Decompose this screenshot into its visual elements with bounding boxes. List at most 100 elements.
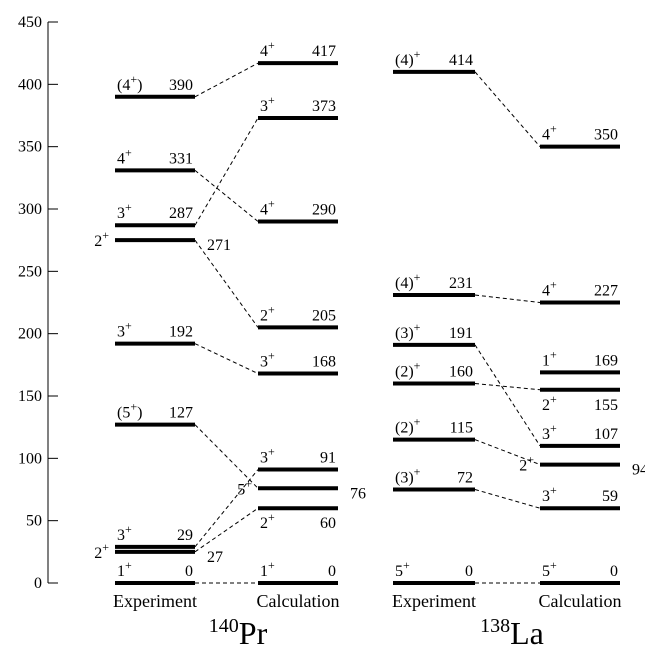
energy-value-label: 414: [449, 52, 473, 69]
y-tick-label: 0: [34, 575, 42, 592]
correspondence-dashed-line: [474, 489, 541, 509]
correspondence-dashed-line: [194, 343, 259, 375]
correspondence-dashed-line: [194, 469, 259, 548]
spin-parity-label: 3+: [260, 445, 275, 467]
calculation-column-label: Calculation: [257, 591, 340, 611]
energy-value-label: 191: [449, 325, 473, 342]
energy-value-label: 168: [312, 354, 336, 371]
spin-parity-label: (2)+: [395, 359, 421, 381]
energy-value-label: 331: [169, 150, 193, 167]
y-tick-label: 400: [18, 76, 42, 93]
energy-value-label: 350: [594, 127, 618, 144]
energy-value-label: 287: [169, 205, 193, 222]
energy-value-label: 72: [457, 470, 473, 487]
nucleus-title: 140Pr: [209, 615, 268, 651]
spin-parity-label: (5+): [117, 400, 142, 422]
y-tick-label: 50: [26, 513, 42, 530]
energy-value-label: 373: [312, 98, 336, 115]
energy-value-label: 0: [465, 563, 473, 580]
spin-parity-label: 2+: [94, 540, 109, 562]
spin-parity-label: 4+: [542, 278, 557, 300]
energy-value-label: 0: [610, 563, 618, 580]
energy-value-label: 160: [449, 364, 473, 381]
energy-axis: 0 50 100 150 200 250 300 350 400 450: [18, 14, 58, 592]
spin-parity-label: 3+: [260, 93, 275, 115]
spin-parity-label: (2)+: [395, 415, 421, 437]
correspondence-dashed-line: [194, 169, 259, 222]
y-tick-label: 450: [18, 14, 42, 31]
energy-value-label: 76: [350, 485, 366, 502]
experiment-column-label: Experiment: [113, 591, 197, 611]
spin-parity-label: 4+: [542, 122, 557, 144]
y-tick-label: 350: [18, 139, 42, 156]
spin-parity-label: 5+: [542, 558, 557, 580]
energy-value-label: 155: [594, 397, 618, 414]
spin-parity-label: (4)+: [395, 270, 421, 292]
correspondence-dashed-line: [194, 239, 259, 328]
spin-parity-label: 3+: [542, 421, 557, 443]
energy-value-label: 27: [207, 549, 223, 566]
spin-parity-label: 3+: [260, 349, 275, 371]
experiment-column-label: Experiment: [392, 591, 476, 611]
energy-value-label: 60: [320, 515, 336, 532]
energy-value-label: 205: [312, 307, 336, 324]
y-tick-label: 100: [18, 450, 42, 467]
spin-parity-label: 4+: [117, 145, 132, 167]
spin-parity-label: 1+: [260, 558, 275, 580]
nucleus-title: 138La: [480, 615, 544, 651]
energy-value-label: 94: [632, 462, 645, 479]
spin-parity-label: 4+: [260, 38, 275, 60]
spin-parity-label: 2+: [260, 302, 275, 324]
energy-value-label: 227: [594, 283, 618, 300]
energy-value-label: 0: [185, 563, 193, 580]
energy-value-label: 290: [312, 201, 336, 218]
spin-parity-label: 3+: [117, 200, 132, 222]
energy-value-label: 107: [594, 426, 618, 443]
y-tick-label: 250: [18, 263, 42, 280]
energy-value-label: 231: [449, 275, 473, 292]
energy-value-label: 115: [450, 420, 473, 437]
y-tick-label: 150: [18, 388, 42, 405]
energy-value-label: 417: [312, 43, 336, 60]
energy-value-label: 29: [177, 527, 193, 544]
spin-parity-label: 3+: [117, 522, 132, 544]
spin-parity-label: 1+: [542, 347, 557, 369]
energy-value-label: 169: [594, 352, 618, 369]
spin-parity-label: 1+: [117, 558, 132, 580]
spin-parity-label: 5+: [395, 558, 410, 580]
spin-parity-label: 4+: [260, 196, 275, 218]
energy-value-label: 271: [207, 237, 231, 254]
correspondence-dashed-line: [194, 62, 259, 98]
energy-value-label: 390: [169, 77, 193, 94]
energy-value-label: 127: [169, 405, 193, 422]
spin-parity-label: 3+: [542, 483, 557, 505]
energy-value-label: 192: [169, 324, 193, 341]
y-tick-label: 200: [18, 326, 42, 343]
spin-parity-label: 3+: [117, 319, 132, 341]
spin-parity-label: (3)+: [395, 320, 421, 342]
spin-parity-label: 2+: [519, 453, 534, 475]
energy-value-label: 0: [328, 563, 336, 580]
spin-parity-label: (3)+: [395, 465, 421, 487]
correspondence-dashed-line: [474, 344, 541, 447]
spin-parity-label: (4)+: [395, 47, 421, 69]
spin-parity-label: 2+: [94, 228, 109, 250]
energy-value-label: 59: [602, 488, 618, 505]
correspondence-dashed-line: [194, 507, 259, 553]
correspondence-dashed-line: [474, 294, 541, 303]
column-labels: 1+ 0 2+ 27 3+ 29 (5+) 127 3+ 192 2+ 271 3+ 287 4+ 331 (4…: [94, 38, 645, 651]
energy-value-label: 91: [320, 450, 336, 467]
correspondence-dashed-line: [474, 71, 541, 147]
correspondence-dashed-line: [474, 383, 541, 391]
correspondence-dashed-line: [474, 439, 541, 466]
spin-parity-label: (4+): [117, 72, 142, 94]
level-correspondence-lines: [194, 62, 541, 584]
correspondence-dashed-line: [194, 424, 259, 489]
energy-levels: [115, 61, 620, 585]
correspondence-dashed-line: [194, 117, 259, 226]
spin-parity-label: 2+: [260, 510, 275, 532]
spin-parity-label: 5+: [237, 476, 252, 498]
calculation-column-label: Calculation: [539, 591, 622, 611]
y-tick-label: 300: [18, 201, 42, 218]
